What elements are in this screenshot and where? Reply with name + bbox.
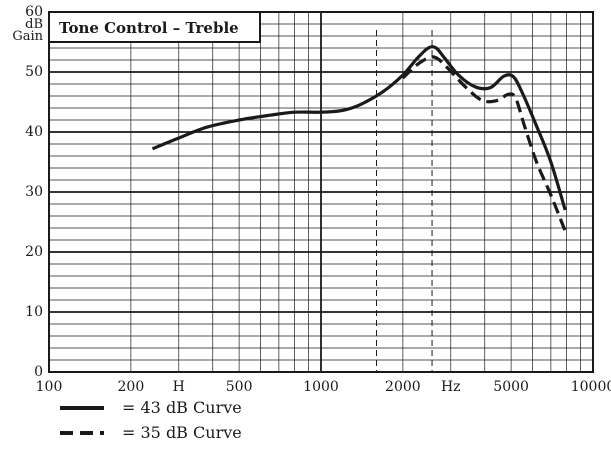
y-tick-label: 10 [25, 304, 43, 320]
x-tick-label: 500 [226, 379, 253, 395]
y-unit-label: dB [25, 17, 43, 32]
reference-lines [376, 30, 433, 372]
x-tick-label: 10000 [571, 379, 611, 395]
legend: = 43 dB Curve = 35 dB Curve [60, 398, 242, 442]
grid-lines [49, 12, 593, 372]
x-tick-label: Hz [441, 379, 461, 395]
x-tick-label: 200 [118, 379, 145, 395]
legend-label: = 43 dB Curve [122, 398, 242, 417]
x-tick-label: 2000 [385, 379, 421, 395]
y-tick-label: 60 [25, 4, 43, 20]
series-line-43db [151, 45, 567, 211]
y-tick-label: 30 [25, 184, 43, 200]
plot-border [48, 11, 594, 373]
series-lines [151, 45, 567, 232]
y-unit-label: Gain [12, 29, 43, 44]
legend-label: = 35 dB Curve [122, 423, 242, 442]
x-tick-label: 1000 [303, 379, 339, 395]
x-tick-label: 100 [36, 379, 63, 395]
y-tick-label: 40 [25, 124, 43, 140]
chart-title: Tone Control – Treble [59, 19, 239, 37]
x-tick-label: 5000 [493, 379, 529, 395]
y-tick-label: 50 [25, 64, 43, 80]
y-tick-label: 20 [25, 244, 43, 260]
plot-frame [48, 11, 594, 373]
series-line-35db [401, 55, 567, 232]
chart-title-box: Tone Control – Treble [48, 11, 261, 43]
y-tick-label: 0 [34, 364, 43, 380]
x-tick-labels: 100 200 H 500 1000 2000 Hz 5000 10000 [36, 379, 611, 395]
x-tick-label: H [173, 379, 185, 395]
